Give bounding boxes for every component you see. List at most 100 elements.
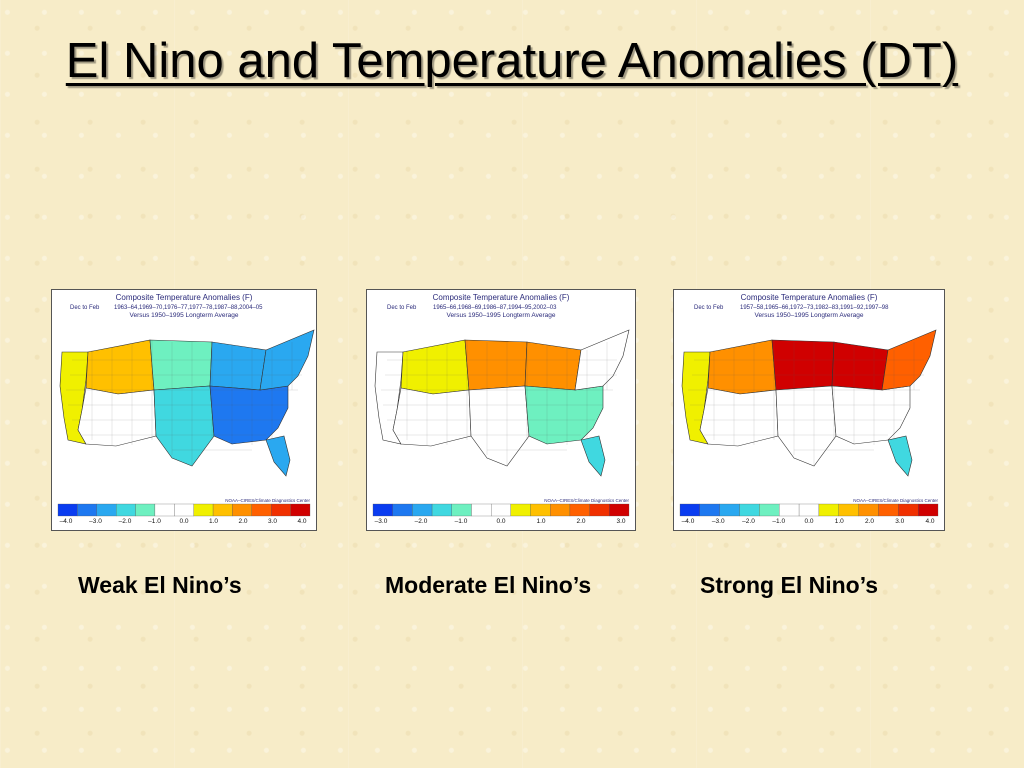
map-panel-moderate: Composite Temperature Anomalies (F) Dec … <box>366 289 636 531</box>
scale-tick-label: 2.0 <box>865 518 874 525</box>
scale-tick-label: –2.0 <box>415 518 428 525</box>
map-period-label: Dec to Feb <box>70 305 100 311</box>
scale-tick-label: 0.0 <box>804 518 813 525</box>
region-midwest <box>209 341 267 391</box>
scale-swatch <box>858 503 879 517</box>
scale-swatch <box>96 503 117 517</box>
color-scale <box>57 503 311 517</box>
region-northwest <box>400 339 470 395</box>
scale-swatch <box>193 503 214 517</box>
county-grid <box>688 340 924 465</box>
region-northern-plains <box>464 339 528 391</box>
map-title: Composite Temperature Anomalies (F) <box>741 293 878 302</box>
region-florida <box>887 435 913 477</box>
map-period-label: Dec to Feb <box>387 305 417 311</box>
map-panel-weak: Composite Temperature Anomalies (F) Dec … <box>51 289 317 531</box>
scale-tick-label: 2.0 <box>238 518 247 525</box>
scale-tick-label: 1.0 <box>536 518 545 525</box>
caption-weak: Weak El Nino’s <box>78 572 242 598</box>
scale-swatch <box>818 503 839 517</box>
scale-tick-label: 0.0 <box>496 518 505 525</box>
map-credit: NOAA–CIRES/Climate Diagnostics Center <box>225 498 310 503</box>
scale-tick-label: –2.0 <box>119 518 132 525</box>
region-southern-plains <box>468 385 530 467</box>
scale-tick-label: 4.0 <box>297 518 306 525</box>
map-baseline: Versus 1950–1995 Longterm Average <box>446 312 555 319</box>
scale-swatch <box>372 503 393 517</box>
map-years: 1963–64,1969–70,1976–77,1977–78,1987–88,… <box>114 305 263 311</box>
scale-swatch <box>174 503 194 517</box>
scale-swatch <box>550 503 571 517</box>
scale-swatch <box>759 503 780 517</box>
scale-swatch <box>471 503 492 517</box>
scale-swatch <box>392 503 413 517</box>
scale-swatch <box>154 503 175 517</box>
scale-swatch <box>679 503 701 517</box>
region-midwest <box>524 341 582 391</box>
map-title: Composite Temperature Anomalies (F) <box>116 293 253 302</box>
scale-tick-label: –1.0 <box>772 518 785 525</box>
scale-swatch <box>510 503 531 517</box>
scale-swatch <box>451 503 472 517</box>
us-map <box>681 329 937 477</box>
scale-swatch <box>699 503 720 517</box>
anomaly-map-weak: Composite Temperature Anomalies (F) Dec … <box>57 293 315 525</box>
scale-tick-label: 4.0 <box>925 518 934 525</box>
region-southwest <box>77 387 157 447</box>
map-title: Composite Temperature Anomalies (F) <box>433 293 570 302</box>
region-florida <box>265 435 291 477</box>
scale-swatch <box>271 503 291 517</box>
scale-tick-label: 1.0 <box>835 518 844 525</box>
region-southeast <box>524 385 604 445</box>
scale-ticks: –4.0 –3.0 –2.0 –1.0 0.0 1.0 2.0 3.0 4.0 <box>60 518 307 525</box>
scale-tick-label: 2.0 <box>576 518 585 525</box>
scale-tick-label: –4.0 <box>60 518 73 525</box>
county-grid <box>381 340 617 465</box>
us-map <box>374 329 630 477</box>
scale-swatch <box>719 503 740 517</box>
map-years: 1965–66,1968–69,1986–87,1994–95,2002–03 <box>433 305 557 311</box>
map-baseline: Versus 1950–1995 Longterm Average <box>754 312 863 319</box>
color-scale <box>679 503 939 517</box>
scale-tick-label: –2.0 <box>742 518 755 525</box>
scale-swatch <box>412 503 433 517</box>
scale-swatch <box>290 503 311 517</box>
scale-tick-label: –3.0 <box>375 518 388 525</box>
region-southeast <box>831 385 911 445</box>
scale-swatch <box>917 503 939 517</box>
scale-swatch <box>838 503 859 517</box>
region-southwest <box>699 387 779 447</box>
map-credit: NOAA–CIRES/Climate Diagnostics Center <box>853 498 938 503</box>
scale-swatch <box>135 503 156 517</box>
scale-swatch <box>878 503 899 517</box>
scale-swatch <box>491 503 511 517</box>
region-southeast <box>209 385 289 445</box>
scale-swatch <box>739 503 760 517</box>
caption-moderate: Moderate El Nino’s <box>385 572 592 598</box>
scale-tick-label: 0.0 <box>179 518 188 525</box>
scale-tick-label: 3.0 <box>616 518 625 525</box>
anomaly-map-moderate: Composite Temperature Anomalies (F) Dec … <box>372 293 630 525</box>
scale-tick-label: –3.0 <box>89 518 102 525</box>
county-grid <box>66 340 302 465</box>
scale-swatch <box>212 503 233 517</box>
scale-swatch <box>116 503 136 517</box>
us-map <box>59 329 315 477</box>
region-northern-plains <box>771 339 835 391</box>
scale-tick-label: 3.0 <box>268 518 277 525</box>
region-midwest <box>831 341 889 391</box>
scale-swatch <box>431 503 452 517</box>
scale-tick-label: –1.0 <box>148 518 161 525</box>
region-northwest <box>707 339 777 395</box>
scale-swatch <box>569 503 590 517</box>
scale-swatch <box>609 503 630 517</box>
scale-swatch <box>798 503 820 517</box>
scale-ticks: –4.0 –3.0 –2.0 –1.0 0.0 1.0 2.0 3.0 4.0 <box>682 518 935 525</box>
scale-ticks: –3.0 –2.0 –1.0 0.0 1.0 2.0 3.0 <box>375 518 626 525</box>
scale-tick-label: –1.0 <box>455 518 468 525</box>
scale-tick-label: –4.0 <box>682 518 695 525</box>
slide-title: El Nino and Temperature Anomalies (DT) <box>65 34 959 88</box>
scale-swatch <box>779 503 800 517</box>
scale-swatch <box>57 503 78 517</box>
scale-tick-label: –3.0 <box>712 518 725 525</box>
